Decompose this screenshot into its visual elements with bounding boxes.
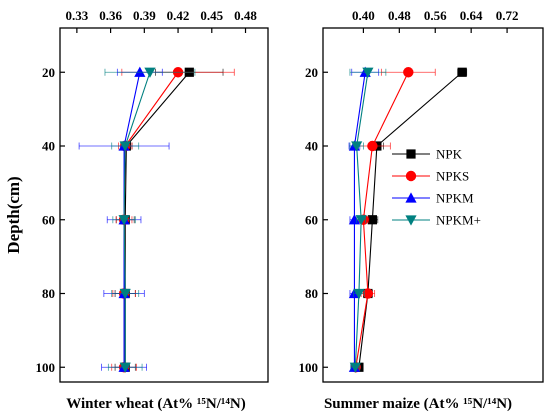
y-axis-label: Depth(cm) <box>4 176 23 253</box>
legend-entry: NPKM+ <box>392 213 481 228</box>
y-tick-label: 60 <box>42 212 55 227</box>
x-tick-label: 0.42 <box>167 8 190 23</box>
series-npkm-plus <box>349 67 387 373</box>
winter-wheat-x-axis-label: Winter wheat (At% ¹⁵N/¹⁴N) <box>66 396 246 412</box>
data-point <box>119 362 131 373</box>
y-tick-label: 100 <box>36 360 56 375</box>
data-point <box>349 362 361 373</box>
legend-entry: NPKS <box>392 169 469 184</box>
data-point <box>362 288 374 299</box>
legend: NPK NPKS NPKM NPKM+ <box>392 147 481 228</box>
data-point <box>118 215 130 226</box>
data-point <box>355 215 367 226</box>
x-tick-label: 0.48 <box>388 8 411 23</box>
legend-entry: NPK <box>392 147 463 162</box>
summer-maize-panel: 0.40 0.48 0.56 0.64 0.72 20 40 60 80 100 <box>299 8 544 383</box>
y-tick-label: 80 <box>305 286 318 301</box>
x-tick-label: 0.72 <box>496 8 519 23</box>
data-point <box>119 288 131 300</box>
y-tick-label: 40 <box>42 139 55 154</box>
x-tick-label: 0.33 <box>65 8 88 23</box>
summer-maize-x-axis-label: Summer maize (At% ¹⁵N/¹⁴N) <box>324 396 512 412</box>
y-tick-label: 20 <box>42 65 55 80</box>
data-point <box>457 67 467 77</box>
y-tick-label: 40 <box>305 139 318 154</box>
x-tick-label: 0.36 <box>99 8 122 23</box>
plot-frame <box>322 27 544 383</box>
legend-marker <box>405 192 417 203</box>
x-tick-label: 0.40 <box>352 8 375 23</box>
legend-label: NPKM <box>436 191 474 206</box>
plot-frame <box>59 27 269 383</box>
series-npkm-plus <box>104 67 196 373</box>
data-point <box>134 66 146 77</box>
data-point <box>403 67 414 78</box>
y-tick-label: 80 <box>42 286 55 301</box>
data-point <box>351 141 363 152</box>
y-tick-label: 20 <box>305 65 318 80</box>
legend-label: NPKS <box>436 169 469 184</box>
legend-marker <box>405 215 417 226</box>
x-tick-label: 0.56 <box>424 8 447 23</box>
data-point <box>348 214 361 225</box>
y-tick-label: 100 <box>299 360 319 375</box>
legend-marker <box>405 170 417 182</box>
legend-label: NPK <box>436 147 463 162</box>
data-point <box>353 288 365 300</box>
x-tick-label: 0.48 <box>234 8 257 23</box>
legend-entry: NPKM <box>392 191 474 206</box>
data-point <box>367 140 378 152</box>
x-tick-label: 0.39 <box>133 8 156 23</box>
data-point <box>367 215 377 225</box>
data-point <box>362 67 374 78</box>
legend-label: NPKM+ <box>436 213 481 228</box>
x-tick-label: 0.45 <box>200 8 223 23</box>
winter-wheat-panel: 0.33 0.36 0.39 0.42 0.45 0.48 20 40 60 80 100 <box>36 8 269 383</box>
data-point <box>144 67 156 78</box>
legend-marker <box>406 149 416 159</box>
x-tick-label: 0.64 <box>460 8 483 23</box>
data-point <box>119 141 131 152</box>
y-tick-label: 60 <box>305 212 318 227</box>
